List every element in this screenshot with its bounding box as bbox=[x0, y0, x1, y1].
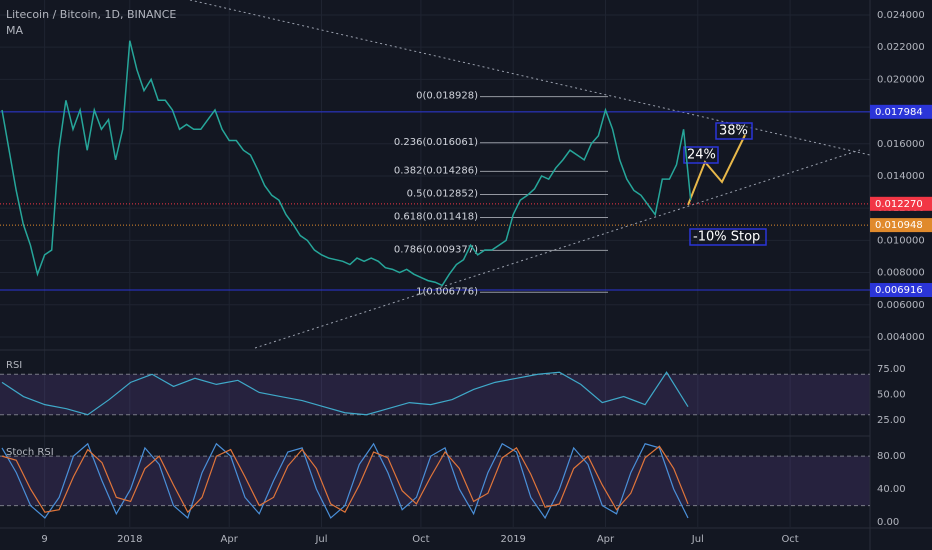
y-tick-label: 0.016000 bbox=[877, 139, 925, 150]
trendline bbox=[254, 149, 861, 349]
fib-label: 1(0.006776) bbox=[416, 286, 478, 297]
y-tick-label: 0.006000 bbox=[877, 300, 925, 311]
annotation: 38% bbox=[719, 124, 748, 139]
y-tick-label: 0.004000 bbox=[877, 332, 925, 343]
y-tick-label: 0.008000 bbox=[877, 268, 925, 279]
x-tick-label: 2018 bbox=[117, 534, 142, 545]
level-tag bbox=[870, 283, 932, 298]
level-label: 0.006916 bbox=[875, 285, 923, 296]
level-label: 0.017984 bbox=[875, 107, 923, 118]
fib-label: 0.382(0.014286) bbox=[394, 165, 478, 176]
panel-title: RSI bbox=[6, 360, 22, 371]
y-tick-label: 80.00 bbox=[877, 451, 906, 462]
y-tick-label: 40.00 bbox=[877, 484, 906, 495]
annotation: -10% Stop bbox=[693, 230, 760, 245]
y-tick-label: 50.00 bbox=[877, 390, 906, 401]
x-tick-label: Jul bbox=[691, 534, 704, 545]
y-tick-label: 0.010000 bbox=[877, 235, 925, 246]
fib-label: 0.236(0.016061) bbox=[394, 137, 478, 148]
level-tag bbox=[870, 218, 932, 233]
panel-title: Stoch RSI bbox=[6, 447, 54, 458]
fib-label: 0.618(0.011418) bbox=[394, 212, 478, 223]
indicator-line bbox=[1, 445, 689, 514]
fib-label: 0.5(0.012852) bbox=[407, 188, 479, 199]
annotation-box bbox=[715, 122, 753, 140]
y-tick-label: 0.022000 bbox=[877, 42, 925, 53]
x-tick-label: 2019 bbox=[500, 534, 525, 545]
level-tag bbox=[870, 104, 932, 119]
trendline bbox=[189, 0, 871, 156]
level-tag bbox=[870, 196, 932, 211]
x-tick-label: Apr bbox=[597, 534, 615, 545]
price-line bbox=[1, 40, 692, 287]
level-label: 0.012270 bbox=[875, 199, 923, 210]
x-tick-label: Oct bbox=[412, 534, 429, 545]
y-tick-label: 75.00 bbox=[877, 364, 906, 375]
x-tick-label: Oct bbox=[781, 534, 798, 545]
indicator-line bbox=[1, 371, 689, 416]
fib-label: 0.786(0.009377) bbox=[394, 244, 478, 255]
band-fill bbox=[0, 374, 870, 415]
y-tick-label: 25.00 bbox=[877, 415, 906, 426]
indicator-label: MA bbox=[6, 24, 23, 37]
x-tick-label: Apr bbox=[221, 534, 239, 545]
y-tick-label: 0.024000 bbox=[877, 10, 925, 21]
y-tick-label: 0.020000 bbox=[877, 74, 925, 85]
band-fill bbox=[0, 456, 870, 506]
level-label: 0.010948 bbox=[875, 220, 923, 231]
annotation-box bbox=[689, 228, 767, 246]
chart-title: Litecoin / Bitcoin, 1D, BINANCE bbox=[6, 8, 176, 21]
projection-arrow bbox=[687, 134, 746, 206]
x-tick-label: 9 bbox=[41, 534, 47, 545]
annotation: 24% bbox=[687, 148, 716, 163]
y-tick-label: 0.00 bbox=[877, 517, 899, 528]
indicator-line bbox=[1, 442, 689, 520]
fib-label: 0(0.018928) bbox=[416, 91, 478, 102]
y-tick-label: 0.014000 bbox=[877, 171, 925, 182]
annotation-box bbox=[683, 146, 719, 164]
x-tick-label: Jul bbox=[314, 534, 327, 545]
